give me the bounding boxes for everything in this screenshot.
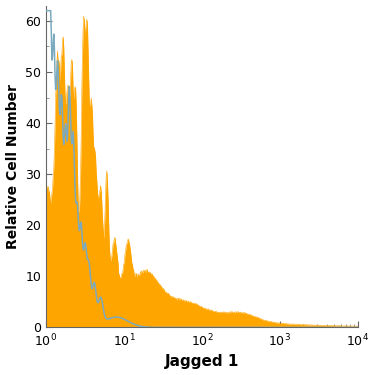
Y-axis label: Relative Cell Number: Relative Cell Number [6,84,20,249]
X-axis label: Jagged 1: Jagged 1 [165,354,239,369]
